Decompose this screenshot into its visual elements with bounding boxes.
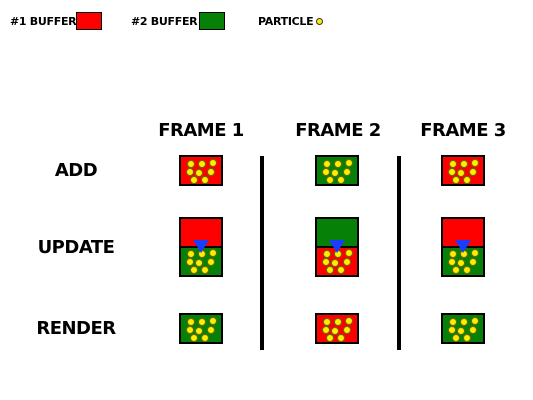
particle-dot xyxy=(331,259,339,267)
particle-dot xyxy=(187,250,195,258)
add-buffer-frame-3 xyxy=(441,155,485,186)
particle-dot xyxy=(326,266,334,274)
particle-dot xyxy=(190,266,198,274)
update-buffers-frame-1 xyxy=(179,217,223,277)
render-buffer-frame-2 xyxy=(315,313,359,344)
update-bottom-buffer-frame-3 xyxy=(443,247,483,275)
divider-line-2 xyxy=(397,156,401,350)
particle-dot xyxy=(190,334,198,342)
legend-buffer2-swatch xyxy=(199,12,225,30)
add-buffer-frame-1 xyxy=(179,155,223,186)
particle-dot xyxy=(471,249,479,257)
particle-dot xyxy=(186,326,194,334)
divider-line-1 xyxy=(260,156,264,350)
column-header-frame-1: FRAME 1 xyxy=(158,120,244,141)
particle-dot xyxy=(198,318,206,326)
update-buffers-frame-2 xyxy=(315,217,359,277)
particle-dot xyxy=(345,249,353,257)
particle-dot xyxy=(186,258,194,266)
particle-dot xyxy=(469,326,477,334)
legend-buffer2-label: #2 BUFFER xyxy=(131,15,198,28)
particle-dot xyxy=(460,318,468,326)
particle-dot xyxy=(322,326,330,334)
particle-dot xyxy=(471,317,479,325)
particle-dot xyxy=(463,266,471,274)
particle-dot xyxy=(207,168,215,176)
particle-dot xyxy=(469,258,477,266)
particle-dot xyxy=(209,159,217,167)
particle-dot xyxy=(457,327,465,335)
row-label-update: UPDATE xyxy=(37,237,115,258)
particle-dot xyxy=(186,168,194,176)
add-buffer-frame-2 xyxy=(315,155,359,186)
column-header-frame-2: FRAME 2 xyxy=(295,120,381,141)
particle-dot xyxy=(195,259,203,267)
particle-dot xyxy=(460,160,468,168)
legend-particle-label: PARTICLE xyxy=(258,15,314,28)
particle-dot xyxy=(198,160,206,168)
particle-dot xyxy=(201,266,209,274)
particle-dot xyxy=(452,266,460,274)
particle-dot xyxy=(448,258,456,266)
particle-dot xyxy=(326,334,334,342)
particle-dot xyxy=(469,168,477,176)
particle-dot xyxy=(334,160,342,168)
legend-buffer1-label: #1 BUFFER xyxy=(10,15,77,28)
particle-dot xyxy=(209,249,217,257)
row-label-render: RENDER xyxy=(36,318,116,339)
legend-particle-dot xyxy=(316,18,323,25)
copy-down-arrow-icon xyxy=(193,240,209,253)
particle-dot xyxy=(190,176,198,184)
particle-dot xyxy=(187,318,195,326)
update-buffers-frame-3 xyxy=(441,217,485,277)
particle-dot xyxy=(345,317,353,325)
particle-dot xyxy=(322,168,330,176)
particle-dot xyxy=(343,168,351,176)
particle-dot xyxy=(449,250,457,258)
row-label-add: ADD xyxy=(54,160,98,181)
particle-dot xyxy=(331,327,339,335)
legend-buffer1-swatch xyxy=(76,12,102,30)
render-buffer-frame-1 xyxy=(179,313,223,344)
particle-dot xyxy=(323,318,331,326)
particle-dot xyxy=(195,169,203,177)
particle-dot xyxy=(343,258,351,266)
render-buffer-frame-3 xyxy=(441,313,485,344)
particle-dot xyxy=(331,169,339,177)
copy-down-arrow-icon xyxy=(455,240,471,253)
particle-dot xyxy=(323,250,331,258)
particle-dot xyxy=(322,258,330,266)
particle-dot xyxy=(201,334,209,342)
particle-dot xyxy=(195,327,203,335)
particle-dot xyxy=(449,160,457,168)
particle-dot xyxy=(207,258,215,266)
particle-dot xyxy=(452,334,460,342)
particle-dot xyxy=(449,318,457,326)
particle-dot xyxy=(457,169,465,177)
update-bottom-buffer-frame-1 xyxy=(181,247,221,275)
particle-dot xyxy=(326,176,334,184)
particle-dot xyxy=(201,176,209,184)
particle-dot xyxy=(343,326,351,334)
particle-dot xyxy=(345,159,353,167)
particle-dot xyxy=(452,176,460,184)
particle-dot xyxy=(209,317,217,325)
particle-dot xyxy=(457,259,465,267)
particle-dot xyxy=(448,168,456,176)
column-header-frame-3: FRAME 3 xyxy=(420,120,506,141)
particle-dot xyxy=(334,318,342,326)
copy-down-arrow-icon xyxy=(329,240,345,253)
particle-dot xyxy=(187,160,195,168)
particle-dot xyxy=(448,326,456,334)
particle-dot xyxy=(323,160,331,168)
particle-dot xyxy=(463,176,471,184)
particle-dot xyxy=(207,326,215,334)
particle-dot xyxy=(337,266,345,274)
particle-dot xyxy=(463,334,471,342)
particle-dot xyxy=(337,334,345,342)
particle-dot xyxy=(337,176,345,184)
particle-dot xyxy=(471,159,479,167)
